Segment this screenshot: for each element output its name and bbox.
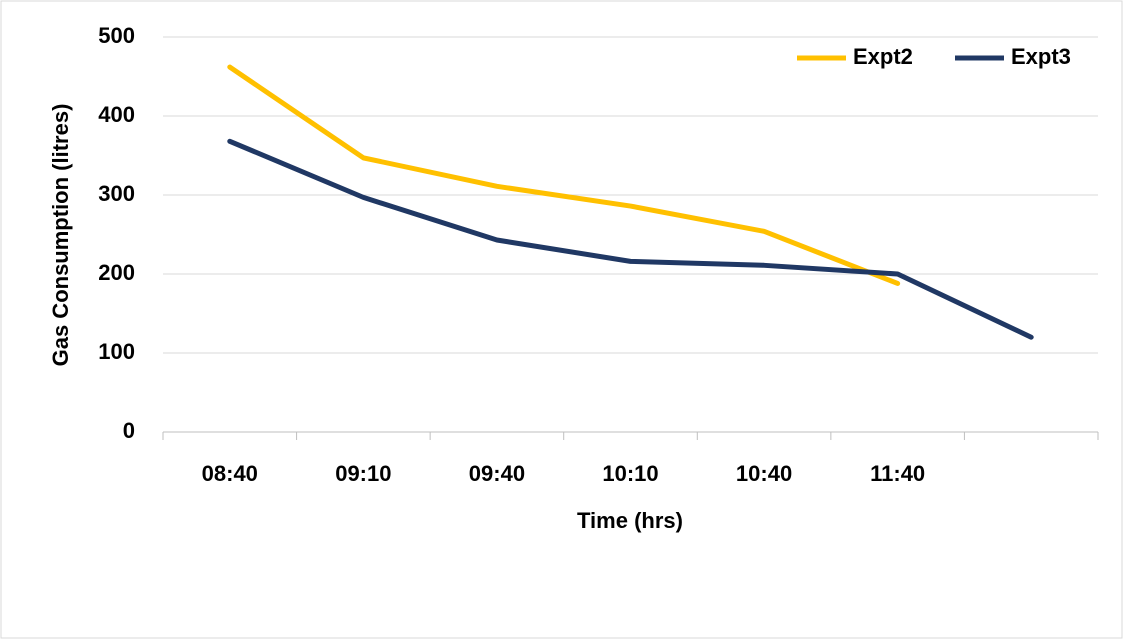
x-tick-label: 11:40 [870, 461, 925, 486]
x-tick-label: 08:40 [202, 461, 258, 486]
series-line [227, 64, 901, 286]
x-tick-label: 09:10 [335, 461, 391, 486]
y-axis-title: Gas Consumption (litres) [48, 104, 73, 367]
legend-label: Expt2 [853, 44, 913, 69]
y-tick-label: 400 [98, 102, 135, 127]
y-tick-label: 0 [123, 418, 135, 443]
series-line [227, 138, 1034, 340]
x-tick-label: 10:40 [736, 461, 792, 486]
x-tick-label: 09:40 [469, 461, 525, 486]
x-tick-label: 10:10 [602, 461, 658, 486]
y-tick-label: 300 [98, 181, 135, 206]
y-tick-label: 500 [98, 23, 135, 48]
legend-label: Expt3 [1011, 44, 1071, 69]
x-axis-title: Time (hrs) [577, 508, 683, 533]
y-tick-label: 100 [98, 339, 135, 364]
y-tick-label: 200 [98, 260, 135, 285]
